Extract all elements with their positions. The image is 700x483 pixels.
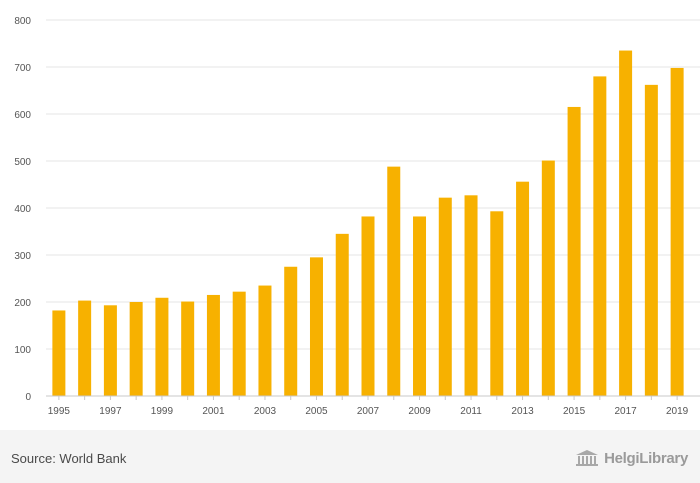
x-tick-label: 2001 <box>202 406 225 417</box>
bar-2012 <box>490 211 504 396</box>
y-tick-label: 200 <box>14 298 31 309</box>
bar-2016 <box>593 76 607 397</box>
x-tick-label: 1997 <box>99 406 122 417</box>
x-tick-label: 2009 <box>408 406 431 417</box>
x-tick-label: 2013 <box>511 406 534 417</box>
x-tick-label: 2015 <box>563 406 586 417</box>
x-tick-label: 2007 <box>357 406 380 417</box>
y-tick-label: 400 <box>14 204 31 215</box>
bar-2005 <box>309 257 323 396</box>
x-tick-label: 2003 <box>254 406 277 417</box>
x-tick-label: 1999 <box>151 406 174 417</box>
y-axis-labels: 0 100 200 300 400 500 600 700 800 <box>14 16 31 403</box>
bar-2006 <box>335 233 349 396</box>
x-tick-label: 2019 <box>666 406 689 417</box>
x-tick-label: 1995 <box>48 406 71 417</box>
chart-footer: Source: World Bank HelgiLibrary <box>0 430 700 483</box>
brand-link[interactable]: HelgiLibrary <box>575 449 688 467</box>
x-axis: 1995 1997 1999 2001 2003 2005 2007 2009 2011 2013… <box>46 395 700 417</box>
bar-2002 <box>232 291 246 396</box>
bar-2007 <box>361 216 375 396</box>
bar-chart: 0 100 200 300 400 500 600 700 800 1995 1997 1999 20… <box>14 16 700 417</box>
bar-2019 <box>670 67 684 396</box>
bar-2003 <box>258 285 272 396</box>
x-tick-label: 2005 <box>305 406 328 417</box>
bar-2014 <box>541 160 555 396</box>
bar-2013 <box>516 181 530 396</box>
x-tick-label: 2011 <box>460 406 482 417</box>
y-tick-label: 700 <box>14 63 31 74</box>
bar-2001 <box>206 294 220 396</box>
bar-2004 <box>284 266 298 396</box>
y-tick-label: 300 <box>14 251 31 262</box>
bar-2018 <box>644 84 658 397</box>
bar-1998 <box>129 302 143 396</box>
brand-name: HelgiLibrary <box>604 449 688 467</box>
bar-2011 <box>464 195 478 396</box>
source-label: Source: World Bank <box>11 451 127 466</box>
library-building-icon <box>576 450 599 466</box>
bar-1999 <box>155 297 169 396</box>
y-tick-label: 0 <box>25 392 31 403</box>
y-tick-label: 100 <box>14 345 31 356</box>
bar-1997 <box>103 305 117 396</box>
y-tick-label: 600 <box>14 110 31 121</box>
bar-2010 <box>438 197 452 396</box>
bar-1996 <box>78 300 92 396</box>
y-tick-label: 800 <box>14 16 31 27</box>
x-tick-label: 2017 <box>614 406 637 417</box>
bar-2008 <box>387 166 401 396</box>
bar-2000 <box>181 301 195 396</box>
bar-2009 <box>413 216 427 396</box>
bar-1995 <box>52 310 66 396</box>
bars <box>52 50 684 397</box>
y-tick-label: 500 <box>14 157 31 168</box>
bar-2017 <box>619 50 633 397</box>
bar-2015 <box>567 106 581 396</box>
